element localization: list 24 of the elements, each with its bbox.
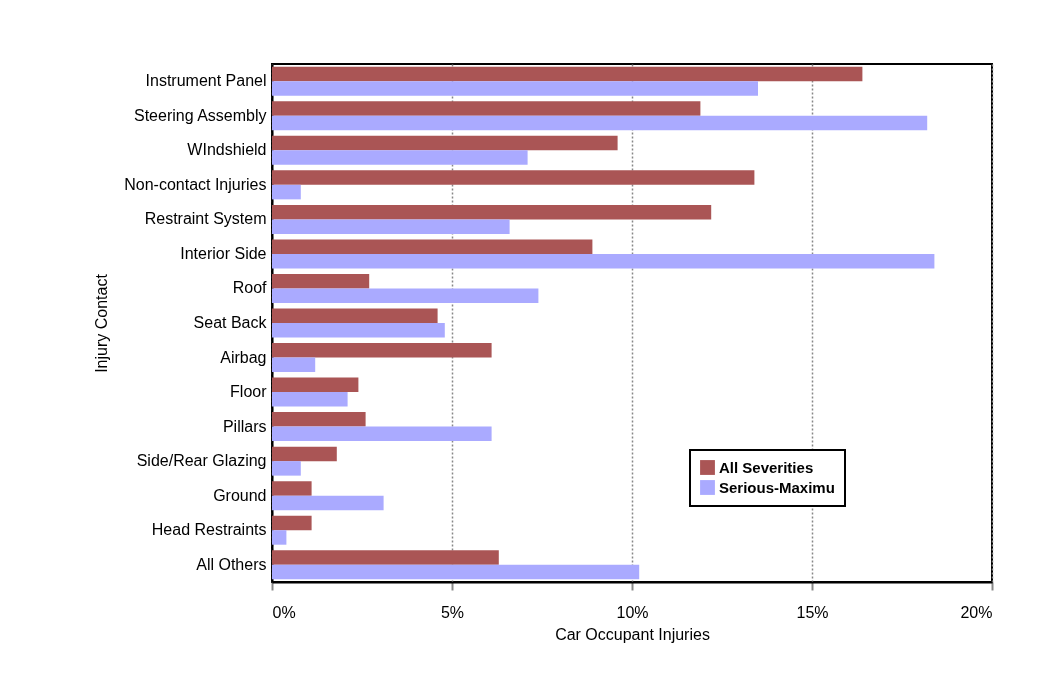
- y-tick-label: Interior Side: [180, 244, 267, 262]
- x-tick-label: 5%: [440, 603, 465, 621]
- y-tick-label: WIndshield: [187, 141, 267, 159]
- x-tick-label: 10%: [616, 603, 649, 621]
- y-tick-label: Roof: [232, 279, 268, 297]
- y-tick-label: Airbag: [220, 348, 267, 366]
- y-tick-label: Pillars: [222, 417, 267, 435]
- y-tick-label: Ground: [213, 486, 267, 504]
- y-tick-label: Restraint System: [144, 210, 267, 228]
- y-tick-label: Steering Assembly: [133, 106, 267, 124]
- y-tick-label: Head Restraints: [151, 521, 267, 539]
- y-tick-label: All Others: [196, 555, 267, 573]
- y-axis-title: Injury Contact: [93, 273, 111, 373]
- x-tick-label: 20%: [960, 603, 993, 621]
- legend-label: Serious-Maximu: [719, 478, 835, 496]
- y-tick-label: Side/Rear Glazing: [136, 452, 267, 470]
- x-tick-label: 15%: [796, 603, 829, 621]
- y-tick-label: Non-contact Injuries: [124, 175, 267, 193]
- legend-label: All Severities: [719, 458, 814, 476]
- y-tick-label: Seat Back: [193, 314, 268, 331]
- y-tick-label: Instrument Panel: [145, 72, 267, 90]
- x-tick-label: 0%: [272, 603, 296, 621]
- y-tick-label: Floor: [230, 383, 268, 401]
- x-axis-title: Car Occupant Injuries: [555, 625, 710, 643]
